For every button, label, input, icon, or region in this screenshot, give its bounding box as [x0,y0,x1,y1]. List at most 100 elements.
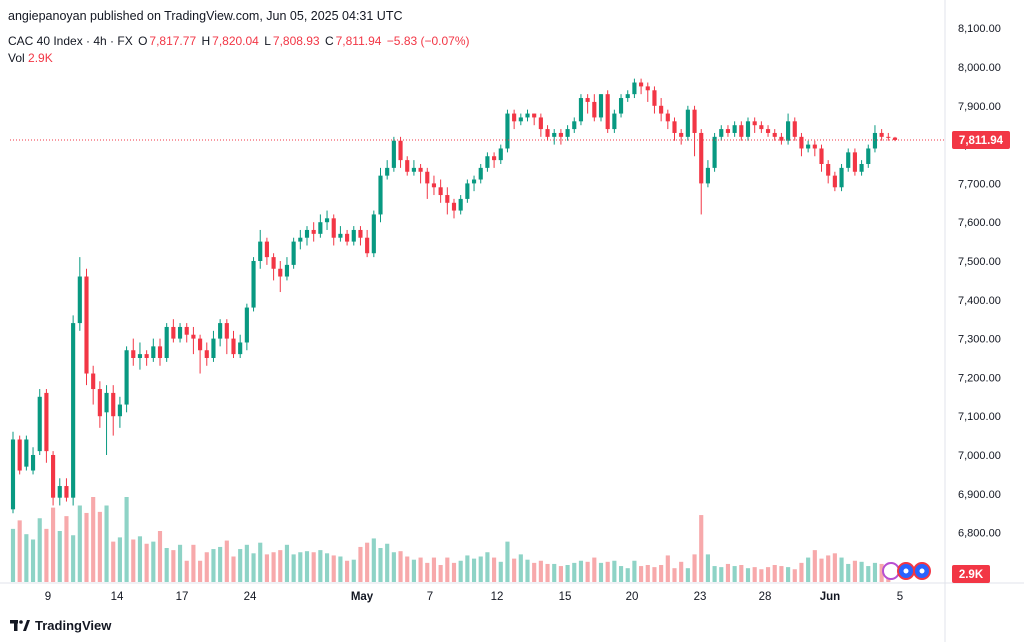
candle-body [10,439,16,510]
volume-bar [806,557,811,582]
candle-body [251,261,256,308]
y-tick-label: 7,600.00 [958,217,1001,229]
candle-body [819,148,824,164]
candle-body [665,113,670,122]
candle-body [712,136,717,168]
x-tick-label: 28 [759,591,772,603]
x-tick-label: 9 [45,591,51,603]
x-tick-label: 20 [626,591,639,603]
volume-bar [465,555,470,582]
candle-body [445,195,450,203]
y-tick-label: 6,800.00 [958,528,1001,540]
candle-body [859,164,864,172]
close-label: C [324,34,334,48]
candle-body [104,392,109,413]
volume-bar [605,561,610,582]
candle-body [284,264,290,277]
volume-bar [177,544,183,582]
candle-body [44,392,49,452]
candle-body [405,160,410,172]
candle-body [264,241,269,258]
volume-bar [538,560,543,582]
volume-bar [659,565,664,582]
volume-bar [458,560,463,582]
volume-bar [171,550,176,582]
candle-body [238,342,243,355]
candle-body [117,404,122,417]
candle-body [338,233,343,238]
candle-body [585,98,590,102]
last-price-label: 7,811.94 [959,135,1004,147]
candle-body [137,354,143,358]
volume-bar [485,552,490,582]
volume-bar [786,567,791,582]
volume-bar [124,497,129,582]
vol-label[interactable]: Vol [8,51,25,65]
volume-bar [144,543,149,582]
candle-body [77,276,82,324]
last-volume-badge [952,565,990,583]
volume-bar [238,549,243,582]
candle-body [679,132,684,137]
volume-bar [311,552,316,582]
candle-body [752,121,757,126]
candle-body [391,140,396,168]
candle-body [458,198,463,211]
tradingview-footer[interactable]: TradingView [10,618,111,633]
candle-body [505,113,510,149]
volume-bar [652,567,657,582]
volume-bar [191,544,196,582]
x-tick-label: 15 [559,591,572,603]
volume-bar [725,563,731,582]
volume-bar [525,559,530,582]
candle-body [725,129,731,133]
candle-body [765,129,771,133]
candle-body [852,152,857,172]
volume-legend: Vol 2.9K [8,51,53,65]
candle-body [91,373,96,390]
high-label: H [201,34,211,48]
volume-bar [51,507,56,582]
volume-bar [405,556,410,582]
volume-bar [685,568,690,582]
candle-body [211,338,216,358]
candle-body [759,125,764,130]
volume-bar [699,515,704,582]
candle-body [24,439,29,467]
candle-body [418,167,423,172]
candle-body [324,218,330,223]
volume-bar [284,544,290,582]
candle-body [892,137,898,140]
candle-body [177,326,183,339]
volume-bar [91,497,96,582]
candle-body [605,94,610,130]
ideas-icon-dot [888,568,894,574]
candle-body [625,94,630,99]
volume-bar [251,553,256,582]
volume-bar [792,569,797,582]
volume-bar [679,561,684,582]
y-tick-label: 8,100.00 [958,23,1001,35]
low-label: L [264,34,271,48]
candle-body [872,132,878,149]
candle-body [451,202,457,211]
volume-bar [839,557,844,582]
close-value: 7,811.94 [335,34,382,48]
candle-body [271,257,276,269]
volume-bar [425,562,430,582]
candle-body [572,121,577,130]
volume-bar [264,554,269,582]
candle-body [779,136,784,141]
symbol-label[interactable]: CAC 40 Index · 4h · FX [8,34,133,48]
candle-body [425,171,430,184]
candle-body [378,175,383,215]
volume-bar [765,567,771,582]
candle-body [672,121,677,133]
volume-bar [184,560,189,582]
candle-body [244,307,249,343]
volume-bar [10,528,16,582]
candle-body [37,396,42,452]
candle-body [51,455,56,498]
candle-body [311,229,316,234]
